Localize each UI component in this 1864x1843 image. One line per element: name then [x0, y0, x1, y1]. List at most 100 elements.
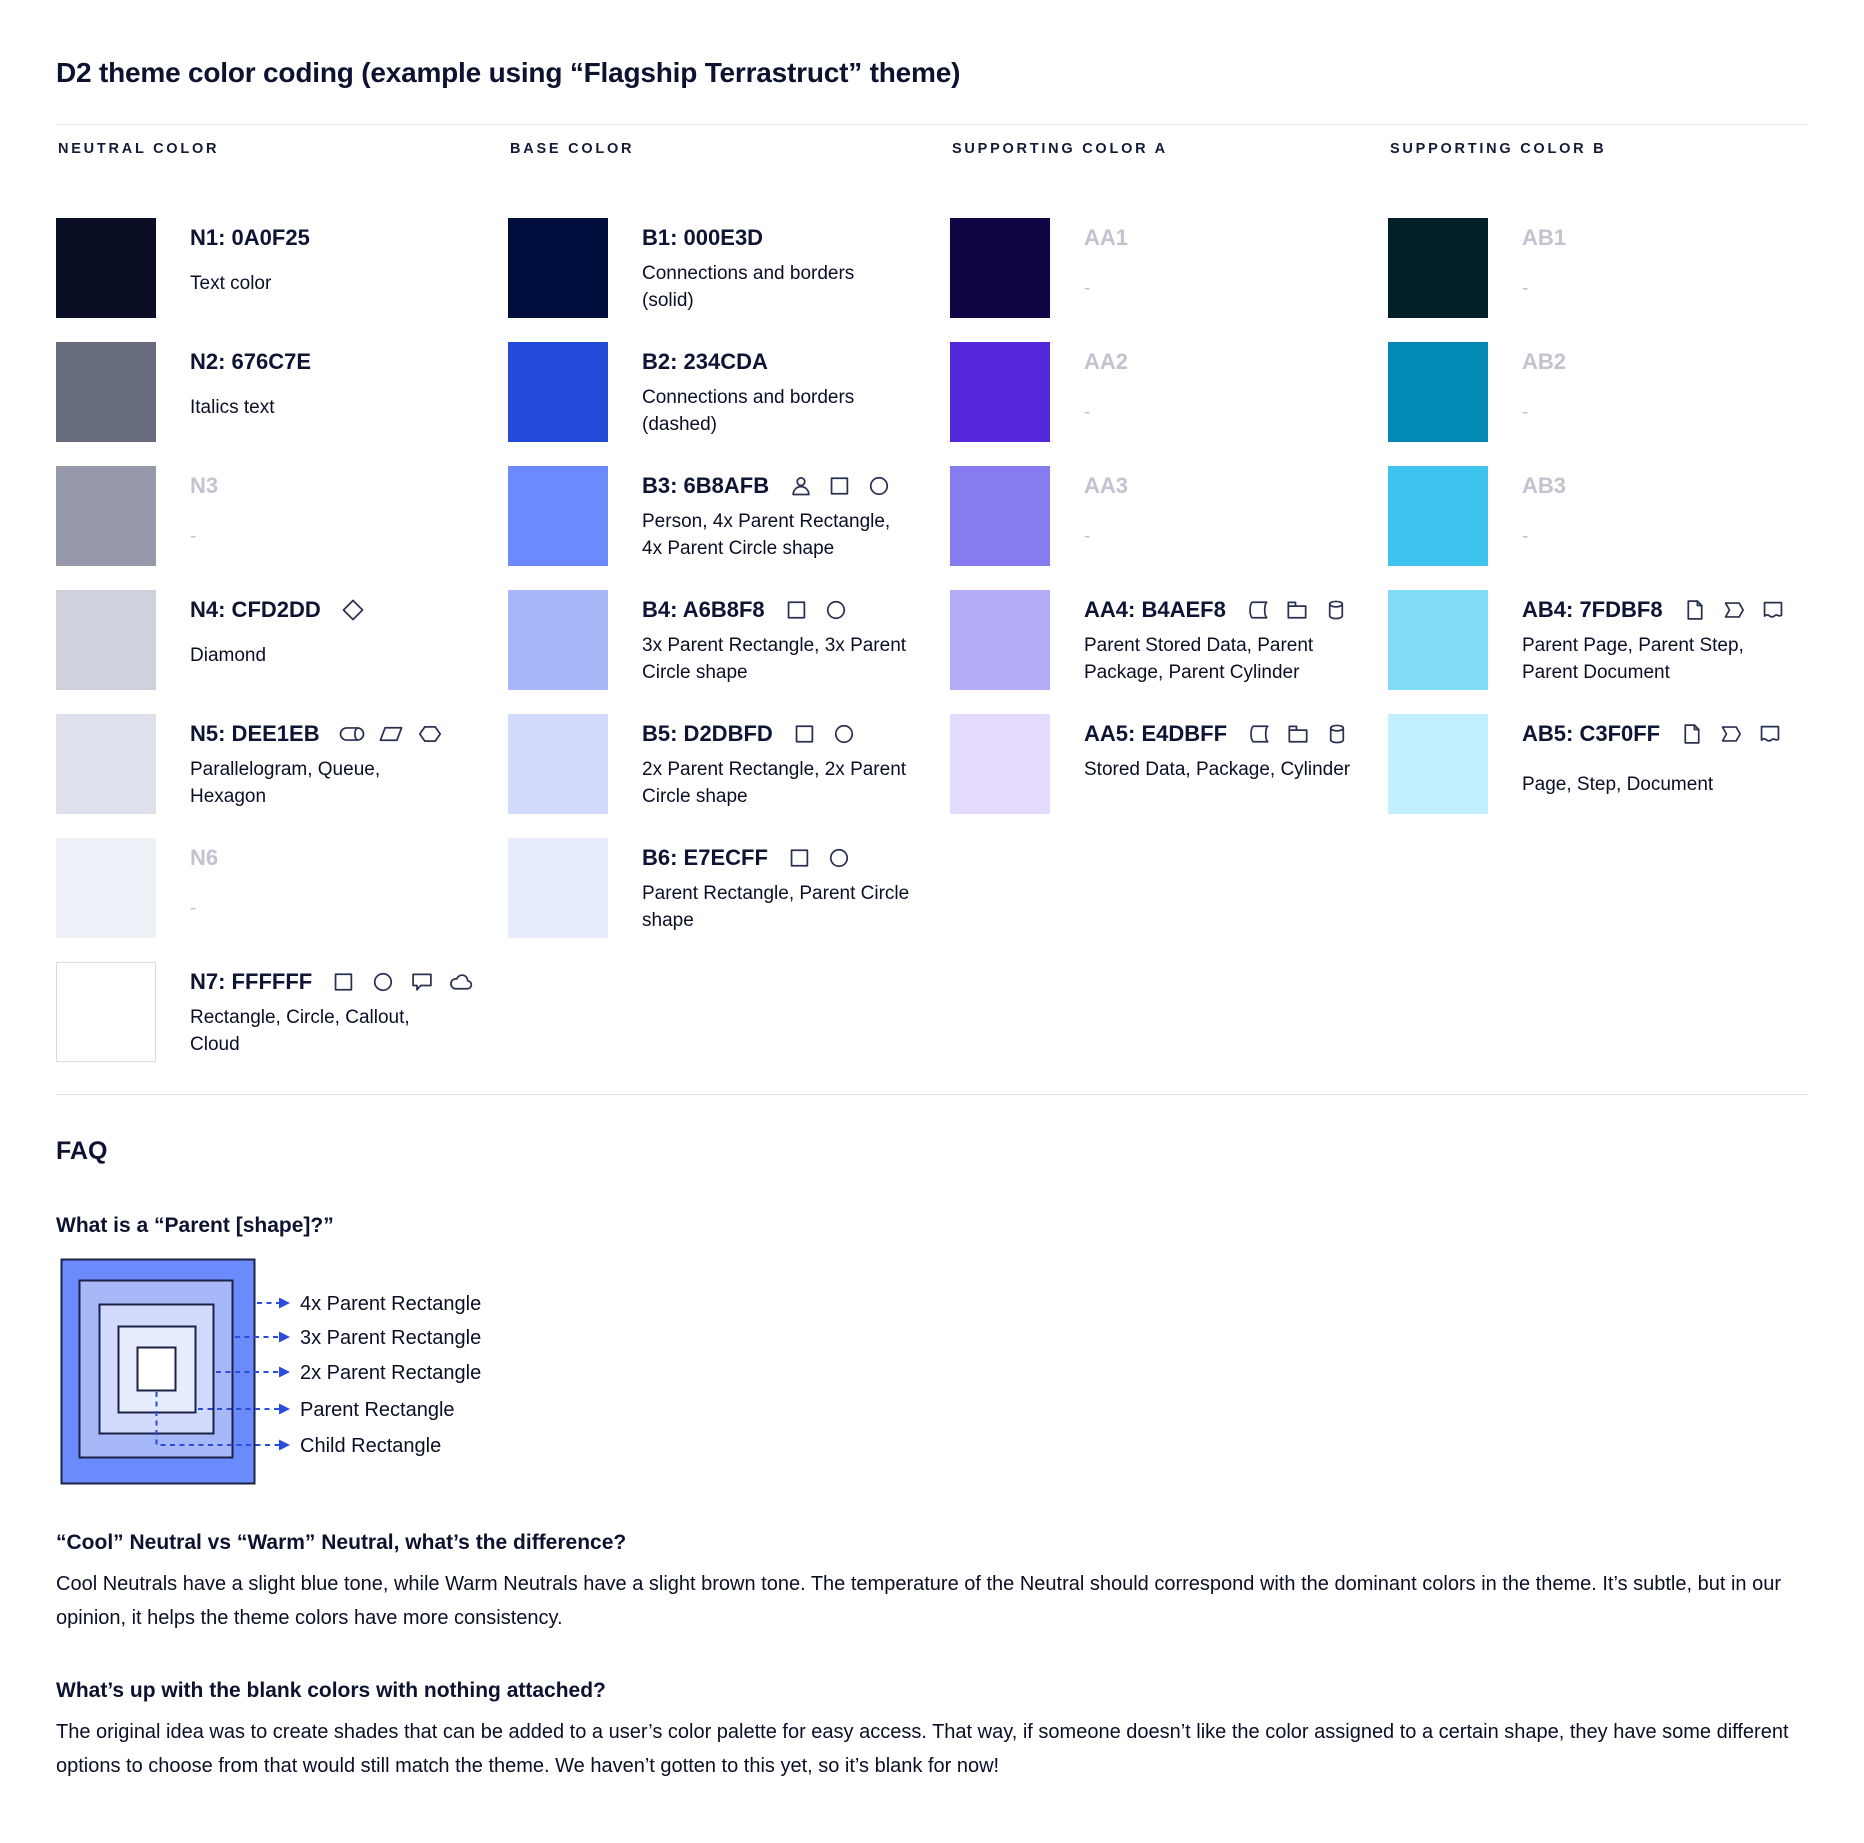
color-code-label: AA2	[1084, 349, 1129, 374]
circle-icon	[370, 969, 396, 995]
color-code-label: N1: 0A0F25	[190, 225, 310, 250]
package-icon	[1285, 721, 1311, 747]
color-swatch	[56, 714, 156, 814]
stored-data-icon	[1246, 721, 1272, 747]
color-swatch	[56, 342, 156, 442]
color-code-label: B2: 234CDA	[642, 349, 768, 374]
color-usage: -	[1522, 278, 1529, 299]
color-row-n4: N4: CFD2DD Diamond	[56, 590, 508, 690]
diagram-connector	[155, 1392, 279, 1446]
diagram-label: 2x Parent Rectangle	[300, 1362, 481, 1384]
circle-icon	[831, 721, 857, 747]
rectangle-icon	[792, 721, 818, 747]
color-usage: Parallelogram, Queue, Hexagon	[190, 759, 381, 807]
callout-icon	[409, 969, 435, 995]
color-usage: Person, 4x Parent Rectangle, 4x Parent C…	[642, 511, 891, 559]
column-header: SUPPORTING COLOR A	[952, 141, 1168, 157]
color-row-aa1: AA1 -	[950, 218, 1388, 318]
circle-icon	[826, 845, 852, 871]
color-swatch	[56, 466, 156, 566]
color-usage: -	[190, 898, 197, 919]
color-row-ab3: AB3 -	[1388, 466, 1808, 566]
column-header: SUPPORTING COLOR B	[1390, 141, 1607, 157]
person-icon	[788, 473, 814, 499]
color-swatch	[1388, 342, 1488, 442]
color-usage: Connections and borders (solid)	[642, 263, 855, 311]
color-row-n3: N3 -	[56, 466, 508, 566]
parallelogram-icon	[378, 721, 404, 747]
color-swatch	[950, 590, 1050, 690]
color-code-label: AA3	[1084, 473, 1129, 498]
color-swatch	[950, 466, 1050, 566]
faq-title: FAQ	[56, 1137, 108, 1165]
color-code-label: B3: 6B8AFB	[642, 473, 770, 498]
color-code-label: AB4: 7FDBF8	[1522, 597, 1663, 622]
color-code-label: AA5: E4DBFF	[1084, 721, 1228, 746]
color-code-label: N3	[190, 473, 219, 498]
color-swatch	[1388, 218, 1488, 318]
color-swatch	[508, 466, 608, 566]
document-icon	[1757, 721, 1783, 747]
package-icon	[1284, 597, 1310, 623]
color-usage: -	[1084, 278, 1091, 299]
color-code-label: N6	[190, 845, 219, 870]
color-swatch	[508, 342, 608, 442]
column-base: BASE COLOR B1: 000E3D Connections and bo…	[508, 141, 950, 1086]
color-swatch	[56, 962, 156, 1062]
rectangle-icon	[331, 969, 357, 995]
color-row-b6: B6: E7ECFF Parent Rectangle, Parent Circ…	[508, 838, 950, 938]
color-usage: -	[1084, 402, 1091, 423]
color-code-label: AB3	[1522, 473, 1567, 498]
page-title: D2 theme color coding (example using “Fl…	[56, 57, 961, 88]
faq-question-parent-shape: What is a “Parent [shape]?”	[56, 1214, 334, 1237]
color-code-label: AB1	[1522, 225, 1567, 250]
color-swatch	[950, 342, 1050, 442]
column-header: NEUTRAL COLOR	[58, 141, 220, 157]
color-usage: Connections and borders (dashed)	[642, 387, 855, 435]
color-row-n1: N1: 0A0F25 Text color	[56, 218, 508, 318]
color-usage: -	[190, 526, 197, 547]
color-usage: Parent Stored Data, Parent Package, Pare…	[1084, 635, 1314, 683]
color-row-b2: B2: 234CDA Connections and borders (dash…	[508, 342, 950, 442]
color-swatch	[950, 714, 1050, 814]
diagram-arrowhead	[279, 1403, 290, 1415]
color-usage: Page, Step, Document	[1522, 774, 1714, 795]
color-row-n5: N5: DEE1EB Parallelogram, Queue, Hexagon	[56, 714, 508, 814]
color-row-ab5: AB5: C3F0FF Page, Step, Document	[1388, 714, 1808, 814]
color-row-ab4: AB4: 7FDBF8 Parent Page, Parent Step, Pa…	[1388, 590, 1808, 690]
rectangle-icon	[784, 597, 810, 623]
color-code-label: AB2	[1522, 349, 1567, 374]
color-row-b5: B5: D2DBFD 2x Parent Rectangle, 2x Paren…	[508, 714, 950, 814]
color-code-label: B5: D2DBFD	[642, 721, 773, 746]
circle-icon	[823, 597, 849, 623]
hexagon-icon	[417, 721, 443, 747]
diagram-arrowhead	[279, 1331, 290, 1343]
color-code-label: B4: A6B8F8	[642, 597, 765, 622]
color-code-label: AB5: C3F0FF	[1522, 721, 1661, 746]
diagram-label: 3x Parent Rectangle	[300, 1327, 481, 1349]
stored-data-icon	[1245, 597, 1271, 623]
color-usage: -	[1522, 526, 1529, 547]
rectangle-icon	[787, 845, 813, 871]
divider	[56, 124, 1808, 125]
parent-shape-diagram: 4x Parent Rectangle 3x Parent Rectangle …	[60, 1258, 1808, 1495]
color-usage: Parent Rectangle, Parent Circle shape	[642, 883, 910, 931]
color-swatch	[1388, 590, 1488, 690]
column-header: BASE COLOR	[510, 141, 635, 157]
color-code-label: AA1	[1084, 225, 1129, 250]
page-icon	[1679, 721, 1705, 747]
color-palette-grid: NEUTRAL COLOR N1: 0A0F25 Text color N2: …	[56, 141, 1808, 1086]
color-usage: 3x Parent Rectangle, 3x Parent Circle sh…	[642, 635, 907, 683]
document-icon	[1760, 597, 1786, 623]
color-swatch	[56, 838, 156, 938]
color-swatch	[56, 590, 156, 690]
queue-icon	[339, 721, 365, 747]
diamond-icon	[340, 597, 366, 623]
diagram-arrowhead	[279, 1366, 290, 1378]
rectangle-icon	[827, 473, 853, 499]
color-usage: Rectangle, Circle, Callout, Cloud	[190, 1007, 410, 1055]
color-row-ab1: AB1 -	[1388, 218, 1808, 318]
color-usage: Italics text	[190, 397, 275, 418]
column-supporting-b: SUPPORTING COLOR B AB1 - AB2 - AB3 - AB4…	[1388, 141, 1808, 1086]
color-row-b1: B1: 000E3D Connections and borders (soli…	[508, 218, 950, 318]
